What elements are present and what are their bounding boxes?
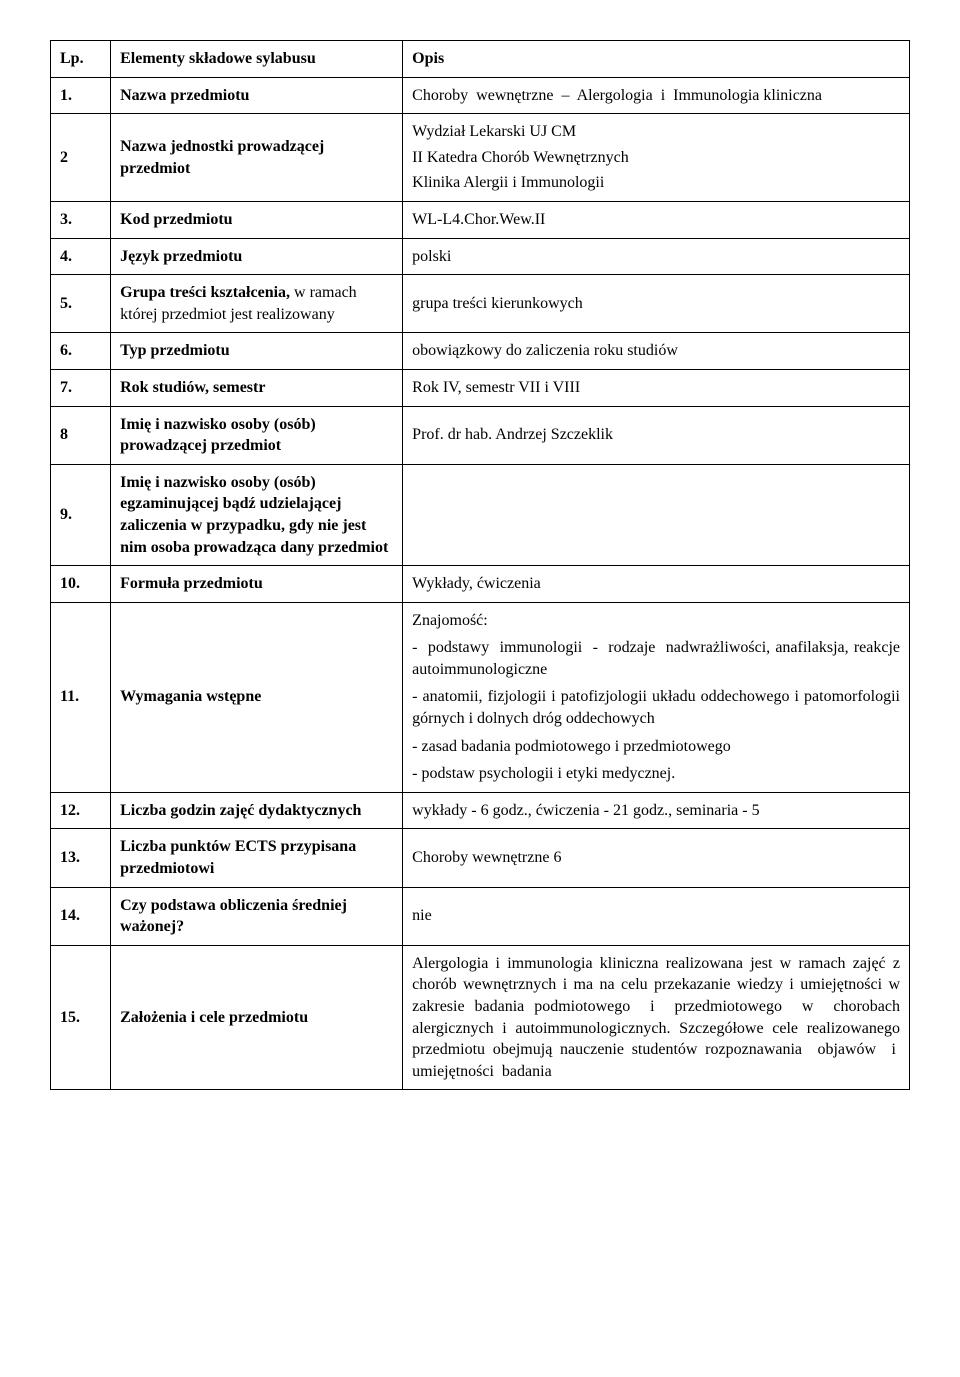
row-number: 6.	[51, 333, 111, 370]
row-label: Nazwa jednostki prowadzącej przedmiot	[111, 114, 403, 202]
row-label: Typ przedmiotu	[111, 333, 403, 370]
table-row: 4.Język przedmiotupolski	[51, 238, 910, 275]
header-opis: Opis	[403, 41, 910, 78]
row-number: 1.	[51, 77, 111, 114]
row-label: Rok studiów, semestr	[111, 369, 403, 406]
table-row: 3.Kod przedmiotuWL-L4.Chor.Wew.II	[51, 201, 910, 238]
header-elementy: Elementy składowe sylabusu	[111, 41, 403, 78]
table-row: 15.Założenia i cele przedmiotuAlergologi…	[51, 945, 910, 1090]
row-label: Język przedmiotu	[111, 238, 403, 275]
row-opis: polski	[403, 238, 910, 275]
row-opis: Choroby wewnętrzne 6	[403, 829, 910, 887]
row-label: Imię i nazwisko osoby (osób) egzaminując…	[111, 464, 403, 565]
table-row: 5.Grupa treści kształcenia, w ramach któ…	[51, 275, 910, 333]
row-opis: Wykłady, ćwiczenia	[403, 566, 910, 603]
row-number: 10.	[51, 566, 111, 603]
row-opis: Znajomość:- podstawy immunologii - rodza…	[403, 602, 910, 792]
row-number: 13.	[51, 829, 111, 887]
table-row: 14.Czy podstawa obliczenia średniej ważo…	[51, 887, 910, 945]
row-opis: Wydział Lekarski UJ CMII Katedra Chorób …	[403, 114, 910, 202]
row-label: Formuła przedmiotu	[111, 566, 403, 603]
row-label: Liczba punktów ECTS przypisana przedmiot…	[111, 829, 403, 887]
table-row: 13.Liczba punktów ECTS przypisana przedm…	[51, 829, 910, 887]
row-number: 11.	[51, 602, 111, 792]
row-opis: wykłady - 6 godz., ćwiczenia - 21 godz.,…	[403, 792, 910, 829]
row-number: 9.	[51, 464, 111, 565]
row-number: 5.	[51, 275, 111, 333]
row-opis: nie	[403, 887, 910, 945]
row-number: 12.	[51, 792, 111, 829]
row-number: 4.	[51, 238, 111, 275]
row-number: 7.	[51, 369, 111, 406]
row-opis: Prof. dr hab. Andrzej Szczeklik	[403, 406, 910, 464]
row-opis: Rok IV, semestr VII i VIII	[403, 369, 910, 406]
row-opis: obowiązkowy do zaliczenia roku studiów	[403, 333, 910, 370]
row-opis	[403, 464, 910, 565]
row-opis: grupa treści kierunkowych	[403, 275, 910, 333]
row-label: Grupa treści kształcenia, w ramach które…	[111, 275, 403, 333]
syllabus-table: Lp.Elementy składowe sylabusuOpis1.Nazwa…	[50, 40, 910, 1090]
row-label: Czy podstawa obliczenia średniej ważonej…	[111, 887, 403, 945]
row-label: Imię i nazwisko osoby (osób) prowadzącej…	[111, 406, 403, 464]
row-label: Wymagania wstępne	[111, 602, 403, 792]
table-row: 8Imię i nazwisko osoby (osób) prowadzące…	[51, 406, 910, 464]
row-number: 15.	[51, 945, 111, 1090]
row-number: 8	[51, 406, 111, 464]
header-lp: Lp.	[51, 41, 111, 78]
row-label: Kod przedmiotu	[111, 201, 403, 238]
table-row: 6.Typ przedmiotuobowiązkowy do zaliczeni…	[51, 333, 910, 370]
table-row: 2Nazwa jednostki prowadzącej przedmiotWy…	[51, 114, 910, 202]
row-number: 14.	[51, 887, 111, 945]
table-row: 1.Nazwa przedmiotuChoroby wewnętrzne – A…	[51, 77, 910, 114]
table-row: 10.Formuła przedmiotuWykłady, ćwiczenia	[51, 566, 910, 603]
row-opis: Choroby wewnętrzne – Alergologia i Immun…	[403, 77, 910, 114]
row-opis: Alergologia i immunologia kliniczna real…	[403, 945, 910, 1090]
row-number: 3.	[51, 201, 111, 238]
table-row: 11.Wymagania wstępneZnajomość:- podstawy…	[51, 602, 910, 792]
row-number: 2	[51, 114, 111, 202]
table-row: 12.Liczba godzin zajęć dydaktycznychwykł…	[51, 792, 910, 829]
row-opis: WL-L4.Chor.Wew.II	[403, 201, 910, 238]
row-label: Założenia i cele przedmiotu	[111, 945, 403, 1090]
row-label: Liczba godzin zajęć dydaktycznych	[111, 792, 403, 829]
header-row: Lp.Elementy składowe sylabusuOpis	[51, 41, 910, 78]
row-label: Nazwa przedmiotu	[111, 77, 403, 114]
table-row: 9.Imię i nazwisko osoby (osób) egzaminuj…	[51, 464, 910, 565]
table-row: 7.Rok studiów, semestrRok IV, semestr VI…	[51, 369, 910, 406]
